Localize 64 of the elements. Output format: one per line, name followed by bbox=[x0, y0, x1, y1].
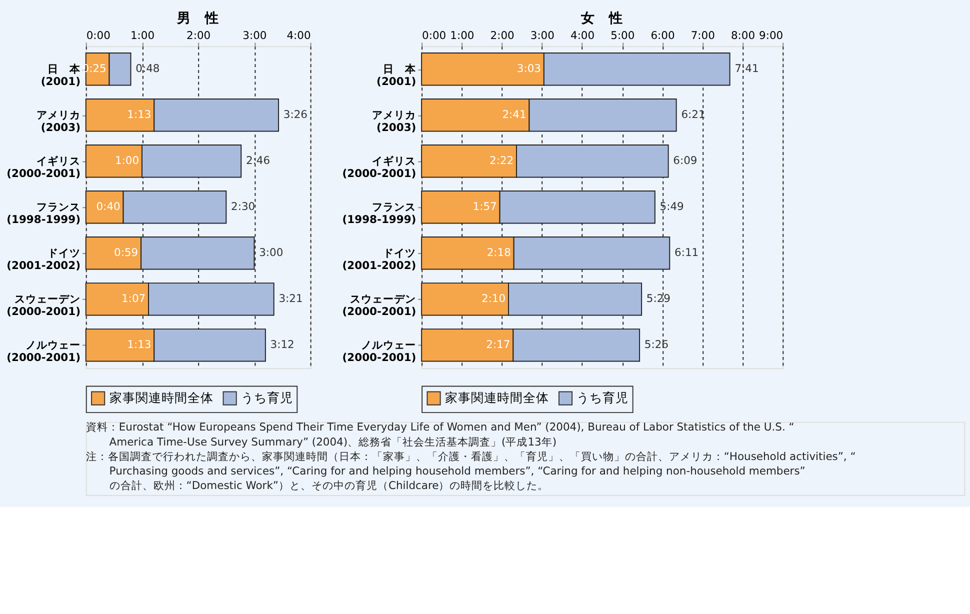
total-label: 2:30 bbox=[231, 200, 256, 214]
total-label: 3:26 bbox=[283, 108, 308, 122]
x-tick-label: 7:00 bbox=[690, 28, 716, 42]
y-tick-label: ドイツ (2001-2002) bbox=[342, 246, 416, 272]
x-tick-label: 2:00 bbox=[186, 28, 211, 42]
data-label: 2:22 bbox=[490, 154, 514, 168]
data-label: 0:40 bbox=[96, 200, 121, 214]
data-label: 1:00 bbox=[114, 154, 140, 168]
x-tick-label: 4:00 bbox=[286, 28, 311, 42]
x-tick-label: 8:00 bbox=[730, 28, 756, 42]
y-tick-label: スウェーデン (2000-2001) bbox=[342, 292, 416, 318]
data-label: 2:17 bbox=[486, 338, 510, 352]
legend-label: うち育児 bbox=[241, 390, 294, 406]
total-label: 3:12 bbox=[270, 338, 294, 352]
data-label: 2:41 bbox=[502, 108, 526, 122]
y-tick-label: ノルウェー (2000-2001) bbox=[6, 338, 81, 364]
y-tick-label: アメリカ (2003) bbox=[372, 108, 416, 134]
x-tick-label: 4:00 bbox=[570, 28, 595, 42]
total-label: 5:29 bbox=[646, 292, 671, 306]
y-tick-label: スウェーデン (2000-2001) bbox=[6, 292, 81, 318]
x-tick-label: 6:00 bbox=[650, 28, 675, 42]
text: 資料：Eurostat “How Europeans Spend Their Time Everyday Life of Women and Men” (2004), Bureau of Labor Statistics of the U.S. “America Time-Use Survey Summary” (2004)、総務省「社会生活基本調査」(平成13年) bbox=[86, 420, 794, 448]
x-tick-label: 2:00 bbox=[490, 28, 515, 42]
y-tick-label: イギリス (2000-2001) bbox=[342, 154, 416, 180]
data-label: 2:18 bbox=[486, 246, 512, 260]
total-label: 6:11 bbox=[674, 246, 699, 260]
x-tick-label: 3:00 bbox=[530, 28, 555, 42]
y-tick-label: ノルウェー (2000-2001) bbox=[342, 338, 416, 364]
x-tick-label: 0:00 bbox=[422, 28, 446, 42]
data-label: 0:59 bbox=[114, 246, 138, 260]
x-tick-label: 1:00 bbox=[130, 28, 155, 42]
y-tick-label: イギリス (2000-2001) bbox=[6, 154, 81, 180]
y-tick-label: 日 本 (2001) bbox=[40, 62, 82, 88]
chart-title: 女 性 bbox=[580, 10, 624, 27]
total-label: 2:46 bbox=[246, 154, 270, 168]
legend-label: うち育児 bbox=[576, 390, 629, 406]
total-label: 7:41 bbox=[734, 62, 759, 76]
total-label: 3:00 bbox=[259, 246, 284, 260]
total-label: 6:21 bbox=[681, 108, 706, 122]
total-label: 5:26 bbox=[644, 338, 669, 352]
data-label: 1:57 bbox=[472, 200, 497, 214]
y-tick-label: フランス (1998-1999) bbox=[6, 200, 81, 226]
x-tick-label: 0:00 bbox=[86, 28, 111, 42]
total-label: 5:49 bbox=[660, 200, 684, 214]
text: 注：各国調査で行われた調査から、家事関連時間（日本：「家事」、「介護・看護」、「育児」、「買い物」の合計、アメリカ：“Household activities”, “Purchasing goods and services”, “Caring for and helping household members”, “Caring for and helping non-household members”の合計、欧州：“Domestic Work”）と、その中の育児（Childcare）の時間を比較した。 bbox=[86, 450, 856, 492]
data-label: 1:13 bbox=[127, 338, 152, 352]
x-tick-label: 5:00 bbox=[610, 28, 635, 42]
data-label: 3:03 bbox=[516, 62, 542, 76]
chart-title: 男 性 bbox=[176, 10, 220, 27]
legend-label: 家事関連時間全体 bbox=[109, 390, 214, 406]
y-tick-label: ドイツ (2001-2002) bbox=[6, 246, 81, 272]
data-label: 1:07 bbox=[122, 292, 146, 306]
y-tick-label: アメリカ (2003) bbox=[36, 108, 81, 134]
data-label: 2:10 bbox=[481, 292, 506, 306]
legend-label: 家事関連時間全体 bbox=[444, 390, 549, 406]
total-label: 0:48 bbox=[136, 62, 160, 76]
total-label: 3:21 bbox=[278, 292, 303, 306]
total-label: 6:09 bbox=[673, 154, 698, 168]
x-tick-label: 9:00 bbox=[759, 28, 784, 42]
data-label: 1:13 bbox=[127, 108, 152, 122]
x-tick-label: 3:00 bbox=[242, 28, 267, 42]
y-tick-label: 日 本 (2001) bbox=[376, 62, 418, 88]
y-tick-label: フランス (1998-1999) bbox=[342, 200, 416, 226]
x-tick-label: 1:00 bbox=[450, 28, 474, 42]
